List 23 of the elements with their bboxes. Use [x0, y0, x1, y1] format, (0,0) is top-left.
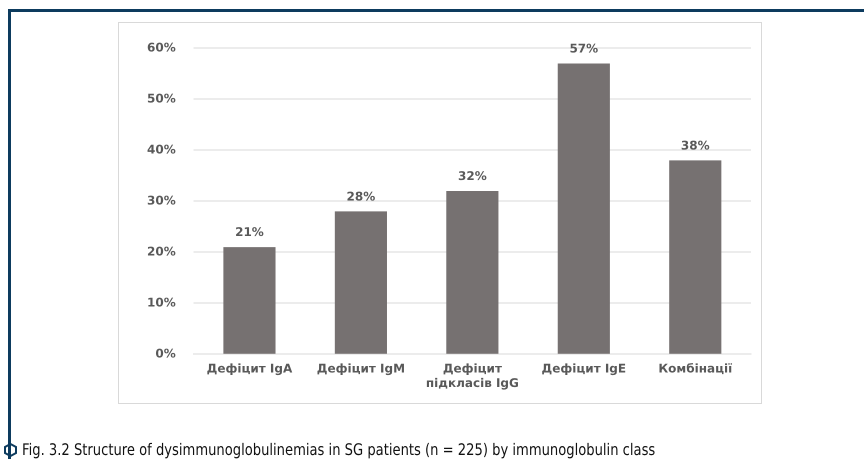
x-tick-label: Дефіцит IgA: [206, 362, 293, 376]
data-label: 38%: [680, 138, 710, 153]
bar: [334, 211, 387, 354]
data-label: 57%: [569, 42, 598, 56]
bar: [223, 247, 276, 354]
data-label: 32%: [458, 169, 487, 184]
bar: [669, 160, 722, 354]
data-label: 28%: [346, 190, 376, 204]
x-tick-label: Дефіцит IgM: [316, 362, 406, 376]
x-tick-label: Дефіцит IgE: [542, 362, 626, 376]
y-tick-label: 60%: [146, 40, 176, 54]
y-tick-label: 0%: [155, 346, 176, 360]
caption: Fig. 3.2 Structure of dysimmunoglobulinemias in SG patients (n = 225) by immunoglobulin class: [22, 440, 656, 459]
bar: [446, 191, 498, 354]
x-tick-label: Комбінації: [658, 362, 732, 376]
data-label: 21%: [235, 225, 264, 240]
x-tick-label: Дефіцит підкласів IgG: [426, 362, 519, 390]
y-tick-label: 10%: [146, 295, 176, 310]
bar: [558, 64, 610, 354]
y-tick-label: 20%: [146, 244, 176, 258]
y-tick-label: 40%: [146, 142, 176, 156]
y-tick-label: 50%: [146, 91, 176, 106]
y-tick-label: 30%: [146, 193, 176, 208]
